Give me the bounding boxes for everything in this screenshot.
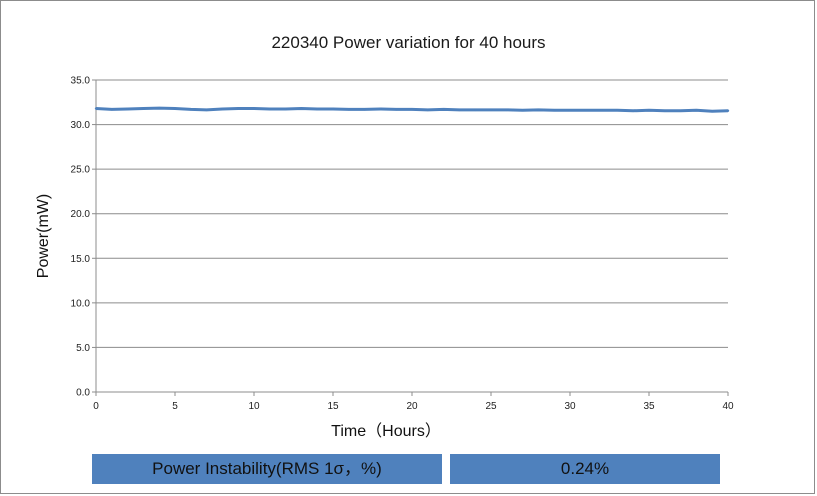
x-tick-label: 15 [327, 401, 339, 412]
x-tick-label: 5 [172, 401, 178, 412]
y-tick-label: 5.0 [76, 343, 90, 354]
y-tick-label: 35.0 [71, 76, 91, 87]
data-point [173, 107, 177, 110]
data-point [94, 107, 98, 110]
instability-value: 0.24% [560, 459, 610, 478]
data-point [616, 109, 619, 112]
data-point [316, 107, 319, 111]
y-tick-label: 30.0 [71, 120, 91, 131]
x-tick-label: 30 [564, 401, 576, 412]
x-tick-label: 25 [485, 401, 497, 412]
instability-value-box: 0.24% [450, 454, 720, 484]
data-point [205, 108, 208, 112]
x-tick-label: 20 [406, 401, 418, 412]
data-point [458, 108, 461, 112]
x-tick-label: 35 [643, 401, 655, 412]
x-tick-label: 40 [722, 401, 734, 412]
chart-title: 220340 Power variation for 40 hours [271, 33, 546, 52]
data-point [489, 108, 493, 112]
data-point [442, 108, 445, 111]
data-point [584, 109, 587, 112]
y-tick-label: 10.0 [71, 298, 91, 309]
data-point [158, 106, 161, 110]
x-axis-label: Time（Hours） [331, 422, 441, 440]
data-point [189, 108, 192, 111]
data-point [474, 108, 477, 112]
y-tick-label: 25.0 [71, 165, 91, 176]
data-point [521, 109, 524, 112]
data-point [726, 109, 730, 112]
data-point [300, 107, 303, 110]
y-tick-label: 20.0 [71, 209, 91, 220]
data-point [395, 108, 398, 111]
data-point [410, 108, 414, 111]
data-point [284, 107, 287, 111]
data-point [505, 108, 508, 112]
data-point [600, 109, 603, 112]
data-point [331, 107, 335, 111]
data-point [711, 110, 714, 113]
data-point [268, 107, 271, 111]
data-point [363, 108, 366, 111]
data-point [632, 109, 635, 112]
data-point [568, 109, 572, 112]
data-point [663, 109, 666, 112]
data-point [221, 107, 224, 111]
data-point [379, 107, 382, 111]
instability-label: Power Instability(RMS 1σ，%) [152, 459, 382, 478]
y-tick-label: 0.0 [76, 388, 90, 399]
instability-label-box: Power Instability(RMS 1σ，%) [92, 454, 442, 484]
data-point [537, 108, 540, 112]
y-axis-label: Power(mW) [35, 194, 52, 278]
y-tick-label: 15.0 [71, 254, 91, 265]
x-tick-label: 10 [248, 401, 260, 412]
data-point [126, 107, 129, 111]
data-point [695, 109, 698, 112]
data-point [426, 108, 429, 112]
data-point [647, 109, 651, 112]
data-point [553, 109, 556, 112]
data-point [252, 107, 256, 110]
data-point [679, 109, 682, 112]
data-point [347, 108, 350, 111]
data-point [237, 107, 240, 110]
data-point [142, 107, 145, 110]
x-tick-label: 0 [93, 401, 99, 412]
data-point [110, 108, 114, 111]
